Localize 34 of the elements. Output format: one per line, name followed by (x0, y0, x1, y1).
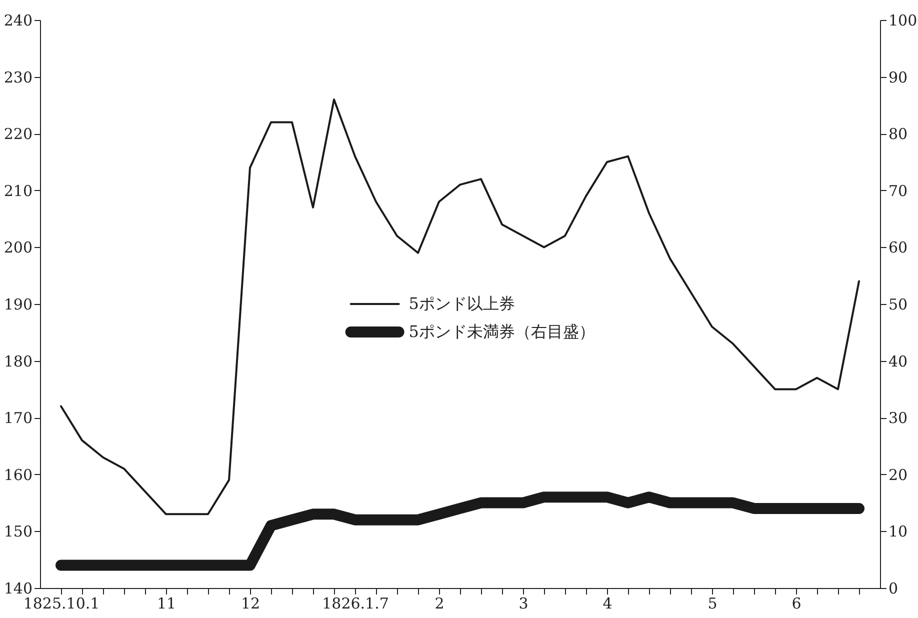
line-series (60, 98, 860, 516)
y-tick-label: 160 (4, 466, 32, 484)
x-tick-label: 6 (792, 594, 802, 612)
y-tick-label: 200 (4, 238, 32, 257)
x-tick-label: 1825.10.1 (23, 594, 100, 612)
y2-tick-label: 10 (888, 522, 908, 541)
x-tick-label: 5 (708, 594, 718, 612)
y2-tick-label: 20 (888, 466, 908, 484)
x-tick-label: 3 (518, 594, 528, 612)
y2-tick-label: 0 (888, 580, 898, 598)
y-tick-label: 180 (4, 352, 32, 370)
y2-tick-label: 70 (888, 182, 908, 200)
y2-tick-label: 60 (888, 238, 908, 257)
legend-label: 5ポンド以上券 (408, 294, 515, 313)
y-tick-label: 220 (4, 125, 32, 144)
y-tick-label: 170 (4, 409, 32, 428)
y-tick-label: 230 (4, 68, 32, 86)
y2-tick-label: 40 (888, 352, 908, 370)
x-tick-label: 11 (156, 594, 176, 612)
y2-tick-label: 100 (888, 12, 918, 30)
y2-tick-label: 50 (888, 296, 908, 314)
y2-tick-label: 80 (888, 125, 908, 144)
y-tick-label: 140 (4, 580, 32, 598)
y2-tick-label: 90 (888, 68, 908, 86)
y-tick-label: 190 (4, 296, 32, 314)
x-tick-label: 1826.1.7 (322, 594, 389, 612)
x-tick-label: 2 (434, 594, 444, 612)
y-tick-label: 240 (4, 12, 32, 30)
y-tick-label: 150 (4, 522, 32, 541)
x-tick-label: 12 (240, 594, 260, 612)
x-tick-label: 4 (602, 594, 612, 612)
legend-label: 5ポンド未満券（右目盛） (408, 322, 595, 341)
y-tick-label: 210 (4, 182, 32, 200)
y2-tick-label: 30 (888, 409, 908, 428)
